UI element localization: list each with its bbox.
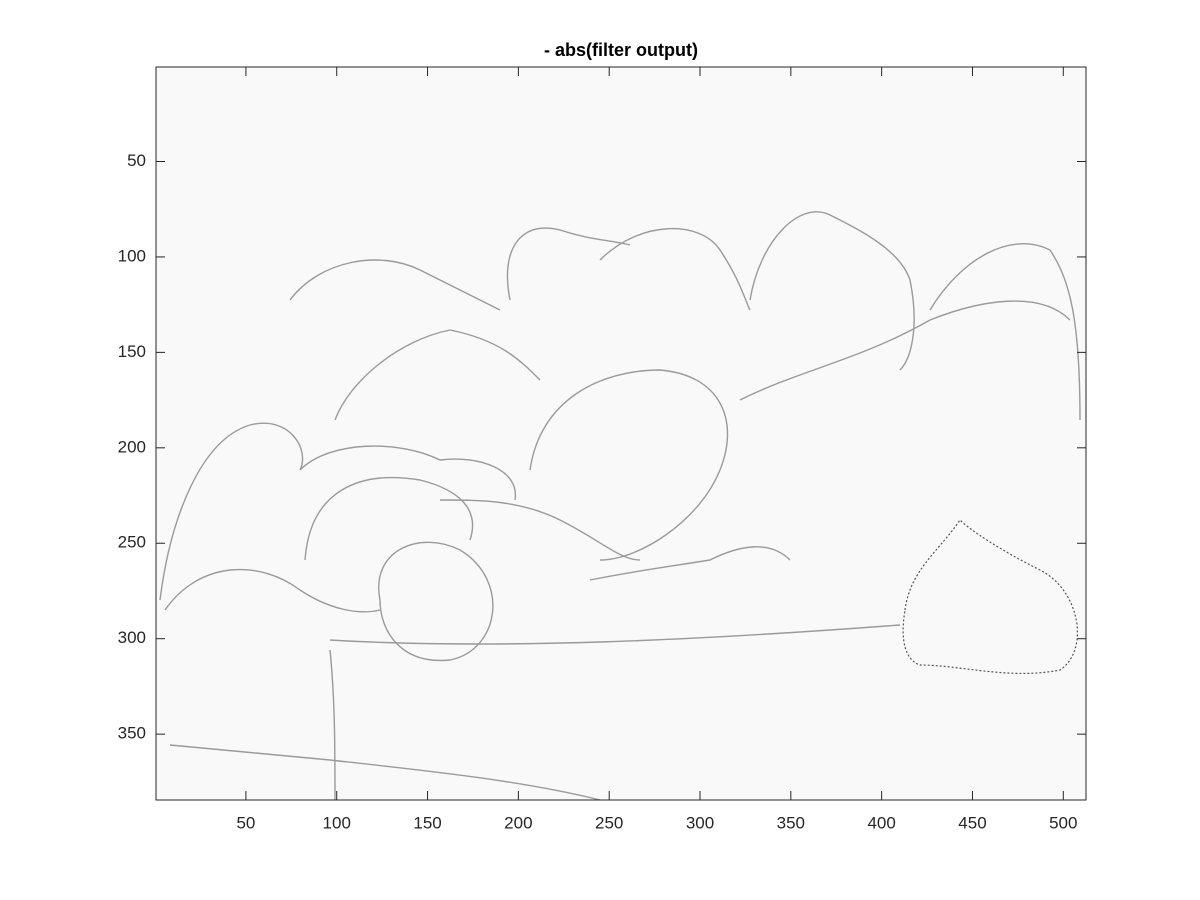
image-edge bbox=[289, 259, 501, 311]
image-edge bbox=[739, 300, 1071, 401]
axes-box bbox=[155, 66, 1087, 801]
x-tick-label: 350 bbox=[777, 813, 805, 832]
y-tick-label: 150 bbox=[118, 342, 146, 361]
image-edge bbox=[329, 649, 336, 801]
image-edge bbox=[329, 624, 901, 645]
image-edge bbox=[164, 568, 381, 613]
image-edge bbox=[749, 211, 915, 371]
image-edge bbox=[304, 476, 474, 561]
image-edge bbox=[902, 519, 1078, 675]
y-tick-label: 50 bbox=[127, 151, 146, 170]
image-edge bbox=[599, 227, 751, 311]
image-edge bbox=[929, 243, 1081, 421]
y-tick-label: 350 bbox=[118, 724, 146, 743]
image-edge bbox=[439, 499, 641, 561]
image-edge bbox=[506, 227, 631, 301]
y-tick-label: 300 bbox=[118, 628, 146, 647]
image-edge bbox=[589, 546, 791, 581]
image-area bbox=[156, 67, 1086, 800]
x-tick-label: 150 bbox=[413, 813, 441, 832]
x-tick-label: 500 bbox=[1049, 813, 1077, 832]
x-tick-label: 50 bbox=[236, 813, 255, 832]
image-edge bbox=[159, 422, 304, 601]
x-tick-label: 450 bbox=[958, 813, 986, 832]
image-content bbox=[159, 211, 1081, 801]
x-tick-label: 400 bbox=[867, 813, 895, 832]
chart-title: - abs(filter output) bbox=[544, 40, 698, 60]
x-tick-label: 100 bbox=[323, 813, 351, 832]
y-tick-label: 100 bbox=[118, 246, 146, 265]
y-tick-label: 250 bbox=[118, 533, 146, 552]
x-tick-label: 250 bbox=[595, 813, 623, 832]
x-tick-label: 300 bbox=[686, 813, 714, 832]
y-tick-label: 200 bbox=[118, 437, 146, 456]
image-edge bbox=[529, 369, 729, 561]
image-edge bbox=[299, 445, 516, 501]
image-edge bbox=[169, 744, 601, 801]
image-edge bbox=[334, 329, 541, 421]
image-edge bbox=[378, 541, 494, 662]
x-tick-label: 200 bbox=[504, 813, 532, 832]
